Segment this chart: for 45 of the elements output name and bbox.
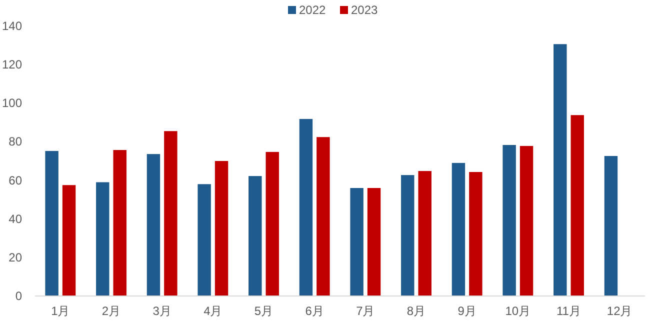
x-tick-label: 3月 xyxy=(152,304,172,318)
x-tick-label: 10月 xyxy=(505,304,531,318)
y-tick-label: 20 xyxy=(8,250,22,264)
bar xyxy=(469,172,482,296)
bar xyxy=(198,184,211,296)
y-tick-label: 0 xyxy=(15,289,22,303)
bar xyxy=(164,131,178,296)
x-tick-label: 1月 xyxy=(51,304,70,318)
bar xyxy=(418,171,432,296)
bar xyxy=(520,146,534,296)
bar xyxy=(452,162,466,296)
y-tick-label: 60 xyxy=(8,173,22,188)
y-tick-label: 140 xyxy=(2,19,22,33)
x-tick-label: 11月 xyxy=(556,304,581,318)
bar xyxy=(502,144,516,296)
bar xyxy=(45,150,58,296)
bar xyxy=(214,161,228,296)
bar xyxy=(350,188,364,296)
legend-label: 2023 xyxy=(351,3,378,17)
x-tick-label: 9月 xyxy=(458,304,476,318)
bar xyxy=(570,115,584,296)
bar xyxy=(604,156,618,296)
bar xyxy=(96,182,110,296)
x-tick-label: 6月 xyxy=(305,304,324,318)
x-tick-label: 4月 xyxy=(204,304,222,318)
bar xyxy=(299,118,313,296)
x-tick-label: 5月 xyxy=(254,304,274,318)
y-tick-label: 40 xyxy=(8,212,22,226)
y-tick-label: 100 xyxy=(2,96,22,110)
x-tick-label: 12月 xyxy=(606,304,632,318)
y-tick-label: 80 xyxy=(8,134,22,149)
x-tick-label: 7月 xyxy=(356,304,375,318)
bar xyxy=(367,188,381,296)
x-tick-label: 2月 xyxy=(102,304,121,318)
legend-label: 2022 xyxy=(299,3,326,17)
x-tick-label: 8月 xyxy=(406,304,426,318)
bar xyxy=(316,137,330,296)
y-tick-label: 120 xyxy=(2,58,22,72)
bar xyxy=(146,154,160,296)
bar xyxy=(248,176,262,296)
bar xyxy=(401,175,414,296)
bar xyxy=(554,44,567,296)
bar xyxy=(113,150,126,296)
bar xyxy=(62,185,76,296)
bar xyxy=(266,152,279,296)
